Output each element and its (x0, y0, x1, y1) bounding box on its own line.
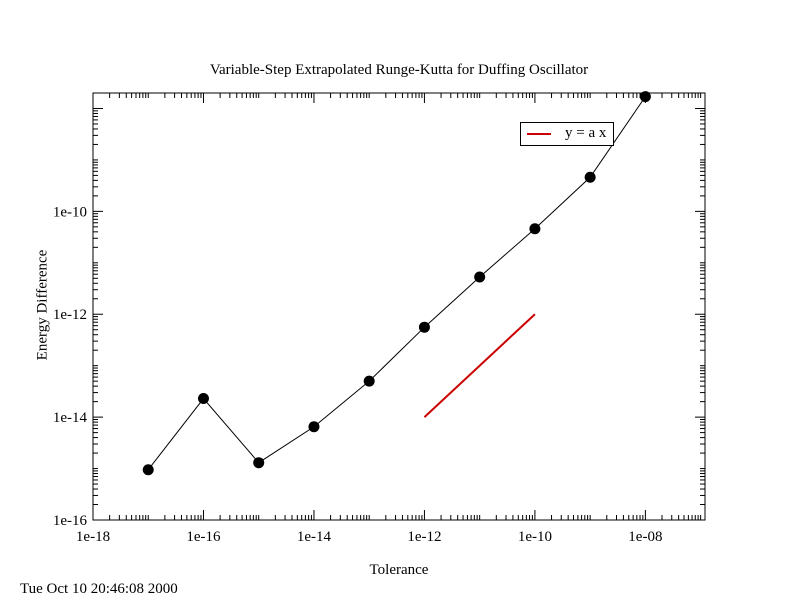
data-point (639, 91, 651, 103)
legend-swatch (527, 133, 551, 135)
y-axis-label: Energy Difference (34, 249, 51, 361)
data-point (253, 457, 265, 469)
data-point (363, 375, 375, 387)
data-point (142, 464, 154, 476)
fit-line (423, 313, 536, 418)
plot-frame (92, 92, 706, 521)
x-tick-label: 1e-18 (76, 529, 110, 545)
data-point (418, 321, 430, 333)
axis-ticks (92, 92, 705, 521)
x-tick-label: 1e-10 (518, 529, 552, 545)
x-tick-label: 1e-16 (186, 529, 221, 545)
data-series-line (147, 96, 646, 471)
data-point (197, 393, 209, 405)
y-tick-label: 1e-10 (53, 204, 87, 220)
timestamp: Tue Oct 10 20:46:08 2000 (20, 581, 178, 597)
y-tick-label: 1e-16 (53, 513, 88, 529)
x-axis-label: Tolerance (369, 562, 429, 578)
data-point (308, 421, 320, 433)
data-point (584, 171, 596, 183)
tick-labels: 1e-18 1e-16 1e-14 1e-12 1e-10 1e-081e-161e-14… (53, 204, 663, 545)
x-tick-label: 1e-08 (628, 529, 662, 545)
y-tick-label: 1e-12 (53, 307, 87, 323)
legend-label: y = a x (565, 125, 607, 141)
series-layer (142, 91, 651, 476)
data-point (474, 271, 486, 283)
y-tick-label: 1e-14 (53, 410, 88, 426)
x-tick-label: 1e-12 (407, 529, 441, 545)
chart-title: Variable-Step Extrapolated Runge-Kutta f… (209, 62, 589, 78)
x-tick-label: 1e-14 (297, 529, 332, 545)
data-point (529, 223, 541, 235)
legend: y = a x (520, 122, 614, 146)
